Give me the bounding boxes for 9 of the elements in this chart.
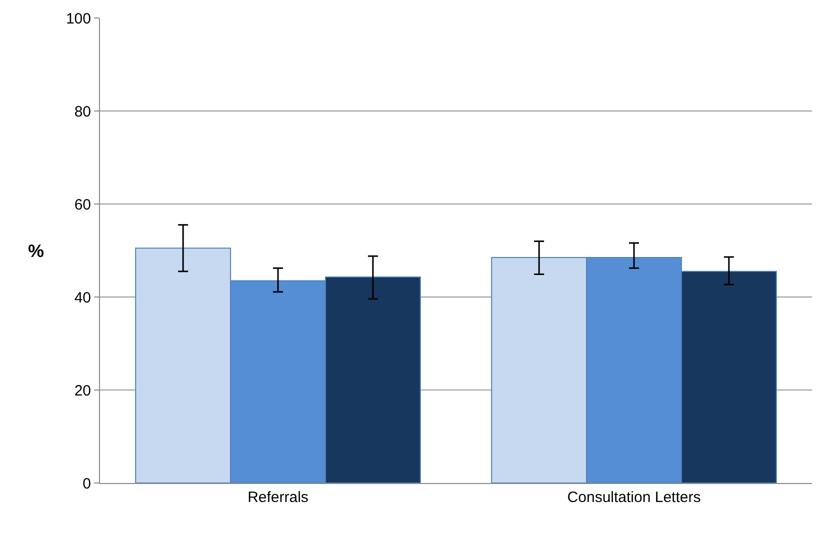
y-tick-label: 0 xyxy=(82,475,91,492)
y-axis-title: % xyxy=(28,241,44,261)
y-tick-label: 20 xyxy=(74,382,91,400)
x-tick-label: Referrals xyxy=(248,489,308,506)
x-tick-label: Consultation Letters xyxy=(567,489,701,506)
y-tick-label: 100 xyxy=(66,10,91,28)
y-tick-label: 80 xyxy=(74,103,91,120)
y-tick-label: 60 xyxy=(74,196,91,214)
y-tick-label: 40 xyxy=(74,289,91,306)
